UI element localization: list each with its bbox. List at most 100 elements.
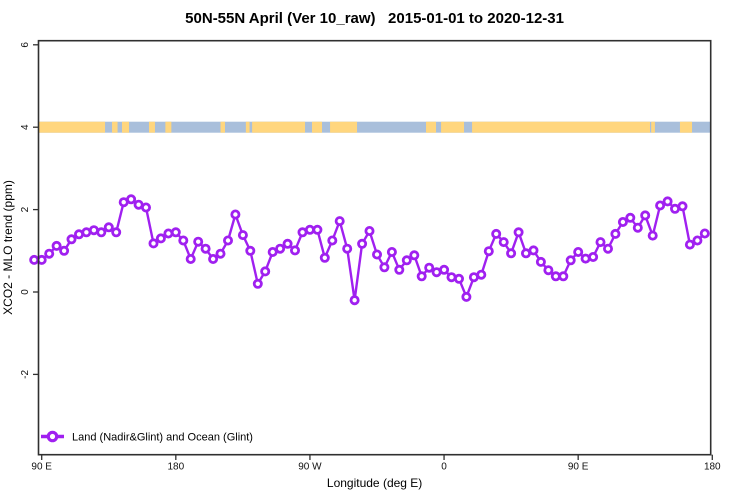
y-tick-label: 2	[20, 206, 31, 212]
data-point-marker	[252, 278, 263, 289]
data-point-marker	[260, 266, 271, 277]
data-point-marker	[394, 264, 405, 275]
y-axis-title: XCO2 - MLO trend (ppm)	[1, 180, 15, 315]
data-point-marker	[640, 210, 651, 221]
data-point-marker	[379, 262, 390, 273]
data-point-marker	[222, 235, 233, 246]
data-point-marker	[692, 235, 703, 246]
data-point-marker	[535, 256, 546, 267]
data-point-marker	[200, 243, 211, 254]
x-axis: 90 E 180 90 W 0 90 E 180	[31, 454, 721, 473]
ocean-band	[38, 121, 711, 133]
data-point-marker	[126, 194, 137, 205]
y-axis: 6 4 2 0 -2	[20, 42, 39, 379]
land-segment	[472, 121, 650, 133]
legend-label: Land (Nadir&Glint) and Ocean (Glint)	[72, 432, 253, 444]
data-point-marker	[319, 252, 330, 263]
data-point-marker	[327, 235, 338, 246]
x-axis-title: Longitude (deg E)	[327, 476, 422, 490]
data-point-marker	[103, 222, 114, 233]
legend: Land (Nadir&Glint) and Ocean (Glint)	[41, 430, 253, 444]
data-point-marker	[632, 222, 643, 233]
data-point-marker	[565, 255, 576, 266]
land-segment	[245, 121, 250, 133]
data-point-marker	[193, 236, 204, 247]
y-tick-label: -2	[20, 370, 31, 379]
x-tick-label: 90 W	[298, 462, 322, 473]
land-segment	[330, 121, 358, 133]
data-point-marker	[96, 227, 107, 238]
land-segment	[112, 121, 118, 133]
data-point-marker	[558, 271, 569, 282]
data-point-marker	[208, 253, 219, 264]
data-point-marker	[543, 265, 554, 276]
data-point-marker	[140, 202, 151, 213]
y-tick-label: 6	[20, 42, 31, 48]
data-point-marker	[498, 237, 509, 248]
data-point-marker	[44, 248, 55, 259]
data-point-marker	[610, 228, 621, 239]
data-point-marker	[424, 262, 435, 273]
data-point-marker	[237, 230, 248, 241]
data-point-marker	[267, 246, 278, 257]
land-segment	[441, 121, 465, 133]
data-point-marker	[506, 248, 517, 259]
data-point-marker	[275, 243, 286, 254]
land-segment	[38, 121, 106, 133]
data-point-marker	[51, 240, 62, 251]
data-point-marker	[155, 233, 166, 244]
data-point-marker	[342, 243, 353, 254]
data-point-marker	[625, 212, 636, 223]
data-point-marker	[684, 239, 695, 250]
data-point-marker	[230, 209, 241, 220]
plot-border	[37, 39, 712, 456]
data-point-marker	[476, 269, 487, 280]
data-point-marker	[349, 295, 360, 306]
page-title: 50N-55N April (Ver 10_raw) 2015-01-01 to…	[185, 10, 564, 27]
map-strip	[38, 121, 711, 133]
data-point-marker	[215, 248, 226, 259]
data-point-marker	[185, 253, 196, 264]
land-segment	[679, 121, 693, 133]
data-point-marker	[357, 238, 368, 249]
data-point-marker	[289, 245, 300, 256]
land-segment	[148, 121, 155, 133]
data-point-marker	[528, 245, 539, 256]
data-point-marker	[178, 235, 189, 246]
land-segment	[220, 121, 225, 133]
data-point-marker	[409, 250, 420, 261]
data-point-marker	[401, 255, 412, 266]
data-point-marker	[446, 272, 457, 283]
x-tick-label: 180	[704, 462, 721, 473]
data-point-marker	[111, 227, 122, 238]
land-segment	[252, 121, 306, 133]
legend-marker-icon	[46, 430, 59, 443]
land-segment	[651, 121, 655, 133]
data-point-marker	[245, 245, 256, 256]
data-point-marker	[647, 230, 658, 241]
data-point-marker	[170, 227, 181, 238]
data-point-marker	[163, 228, 174, 239]
x-tick-label: 90 E	[31, 462, 52, 473]
data-point-marker	[699, 228, 710, 239]
data-point-marker	[513, 227, 524, 238]
data-point-marker	[595, 237, 606, 248]
data-point-marker	[148, 238, 159, 249]
data-point-marker	[416, 271, 427, 282]
data-point-marker	[312, 224, 323, 235]
data-point-marker	[453, 273, 464, 284]
land-segment	[312, 121, 323, 133]
data-point-marker	[662, 196, 673, 207]
x-tick-label: 180	[167, 462, 184, 473]
data-point-marker	[617, 216, 628, 227]
data-point-marker	[371, 249, 382, 260]
data-point-marker	[573, 246, 584, 257]
data-point-marker	[483, 246, 494, 257]
data-point-marker	[386, 246, 397, 257]
land-segment	[426, 121, 437, 133]
land-segment	[122, 121, 130, 133]
data-point-marker	[364, 225, 375, 236]
y-tick-label: 0	[20, 289, 31, 295]
data-point-marker	[491, 228, 502, 239]
